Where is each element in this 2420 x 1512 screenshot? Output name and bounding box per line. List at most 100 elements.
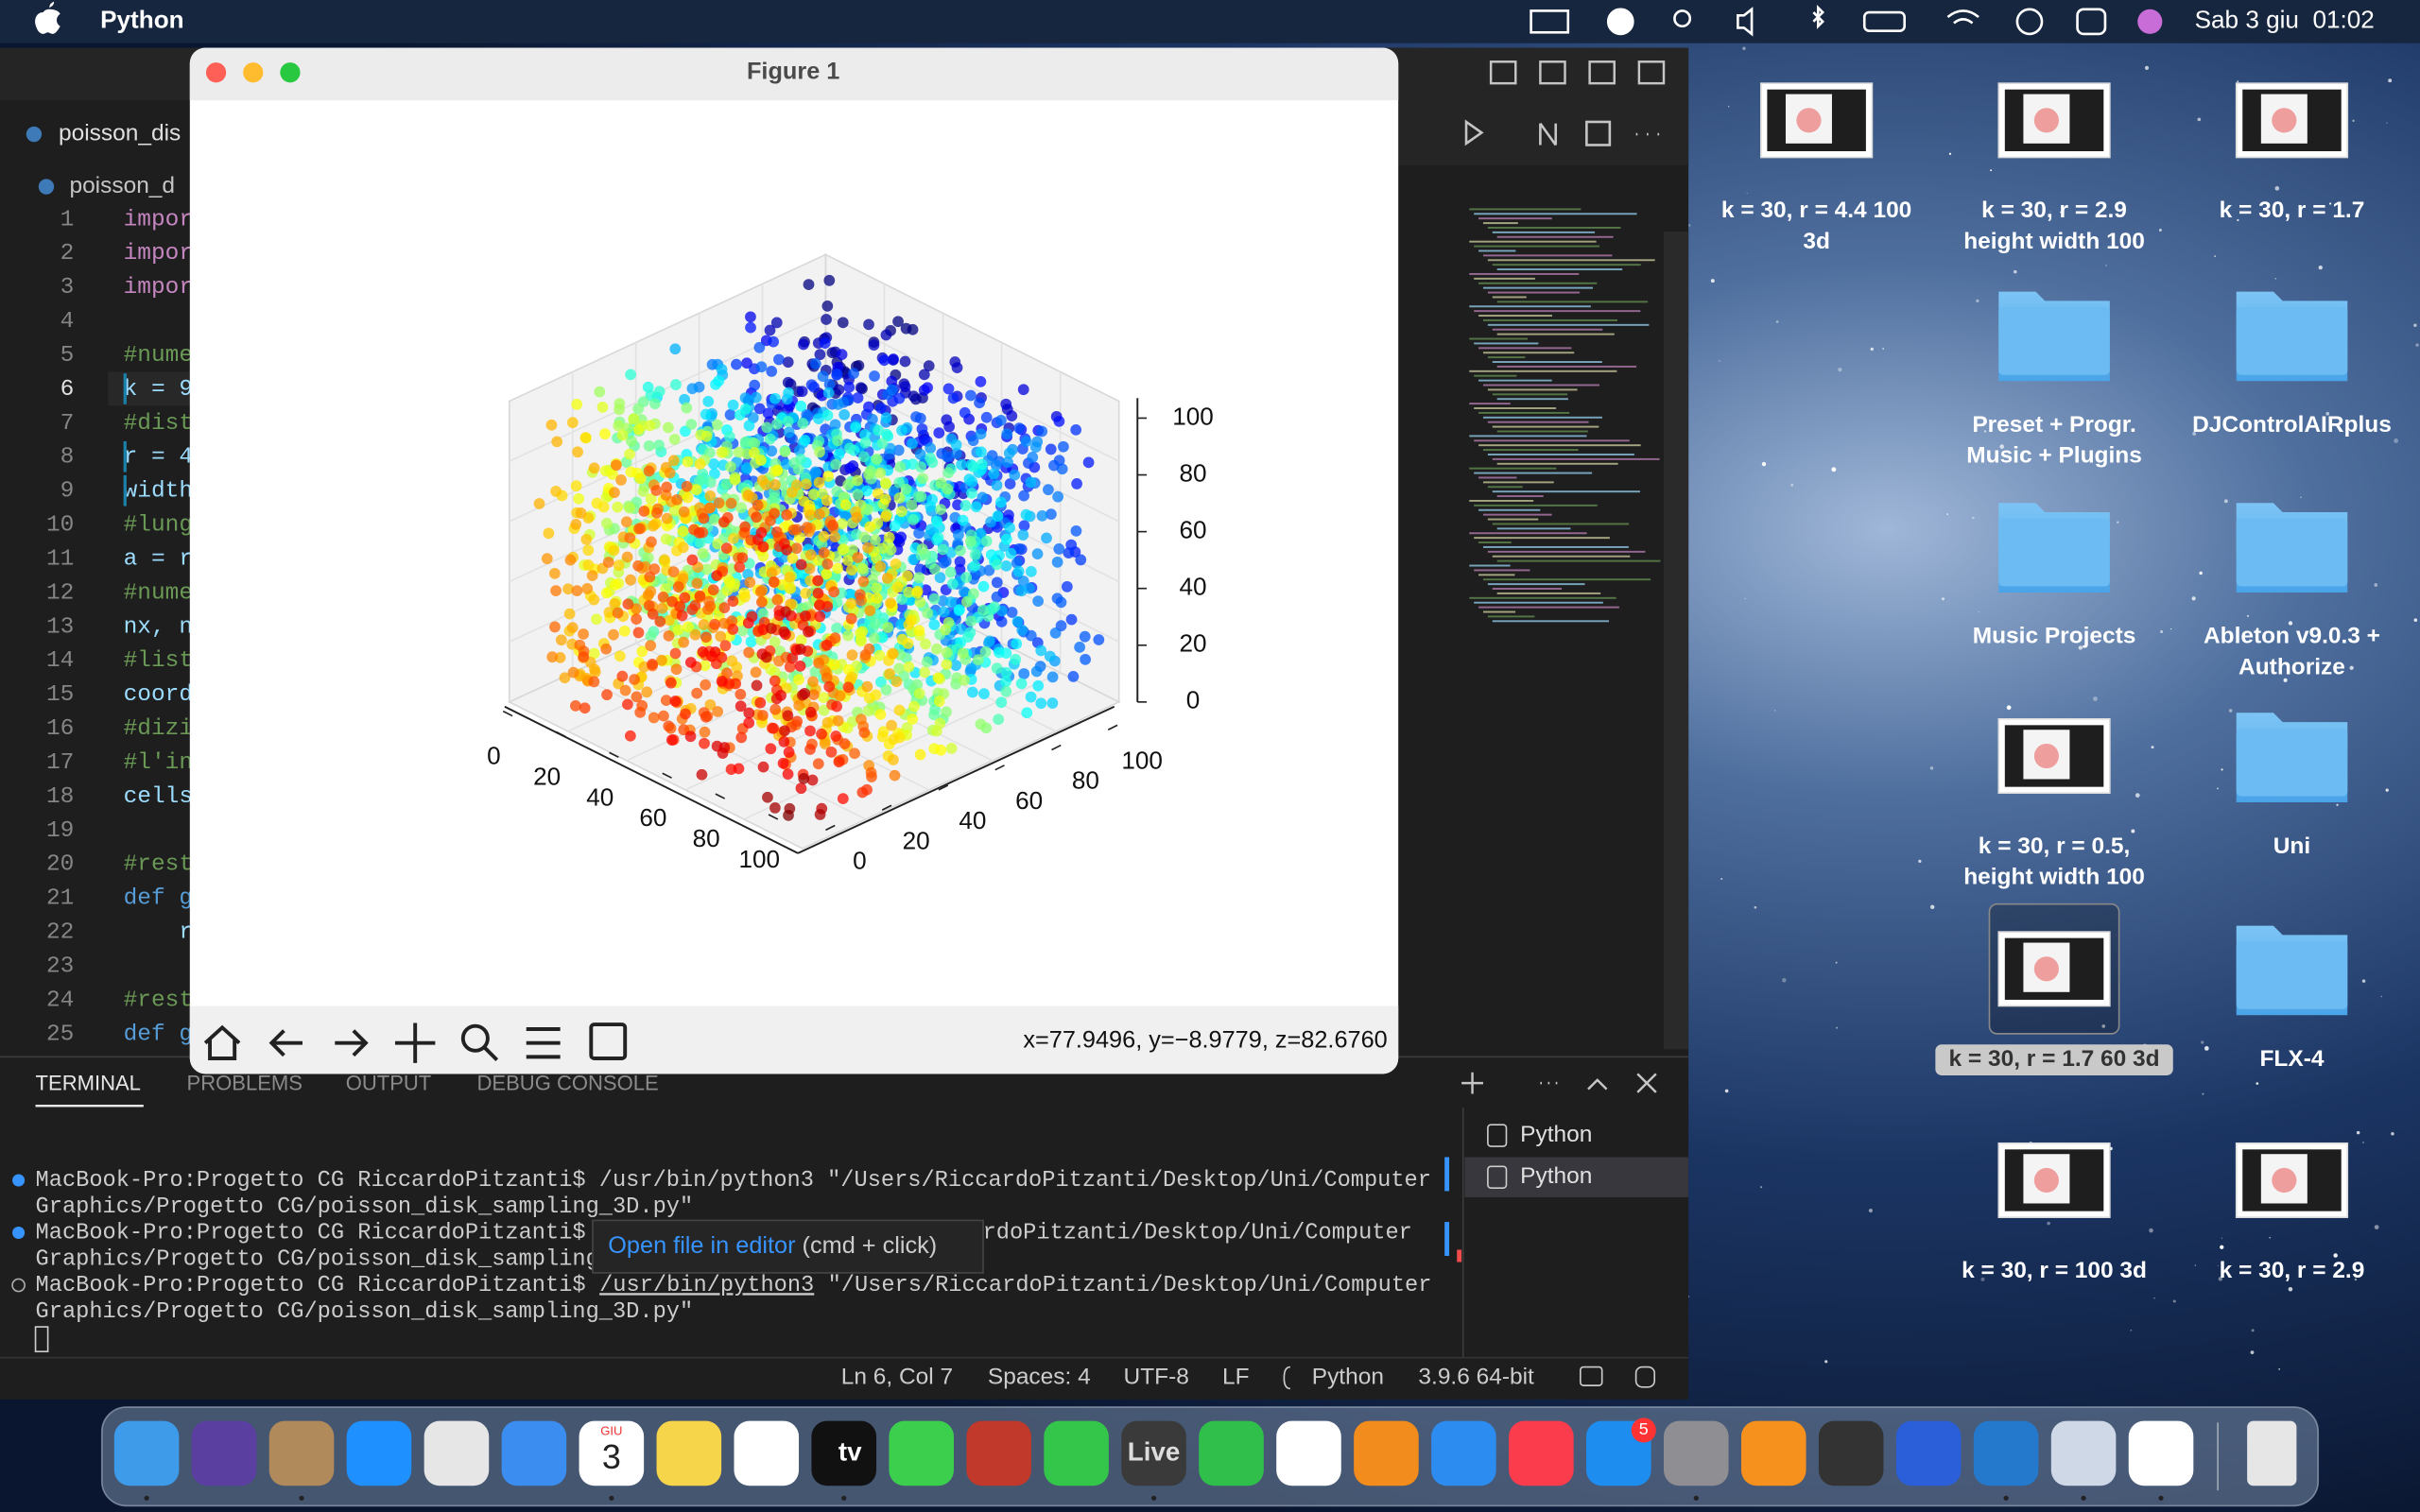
home-button[interactable] <box>203 1024 241 1060</box>
tab-title[interactable]: poisson_dis <box>59 121 181 146</box>
dock-app[interactable] <box>113 1420 180 1486</box>
icon-label[interactable]: Music Projects <box>1973 624 2136 649</box>
dock-app[interactable] <box>889 1420 954 1486</box>
zoom-tool[interactable] <box>460 1023 490 1053</box>
icon-label[interactable]: Uni <box>2273 833 2310 859</box>
close-panel[interactable] <box>1636 1073 1657 1093</box>
app-menu[interactable]: Python <box>100 6 183 34</box>
terminal-link[interactable]: /usr/bin/python3 <box>599 1273 814 1298</box>
layout-button[interactable] <box>1539 60 1566 85</box>
icon-label[interactable]: k = 30, r = 2.9 <box>1981 198 2127 223</box>
scatter-point <box>976 446 987 458</box>
icon-label[interactable]: k = 30, r = 0.5, <box>1979 833 2131 859</box>
dock-app[interactable] <box>424 1420 490 1486</box>
dock-app[interactable] <box>268 1420 335 1486</box>
forward-button[interactable] <box>335 1029 369 1057</box>
dock-app[interactable] <box>1895 1420 1962 1486</box>
trash[interactable] <box>2247 1420 2297 1486</box>
volume-icon[interactable] <box>1737 7 1754 37</box>
icon-label[interactable]: k = 30, r = 1.7 <box>2220 198 2365 223</box>
dock-app[interactable] <box>1354 1420 1419 1486</box>
icon-label[interactable]: DJControlAIRplus <box>2192 412 2392 438</box>
dock-app[interactable] <box>1199 1420 1264 1486</box>
dock-app[interactable] <box>2128 1420 2194 1486</box>
dock-app[interactable] <box>1740 1420 1806 1486</box>
icon-label[interactable]: Ableton v9.0.3 + <box>2204 624 2380 649</box>
dock-app[interactable] <box>191 1420 257 1486</box>
dock-app[interactable] <box>579 1420 645 1486</box>
panel-tab[interactable]: PROBLEMS <box>187 1072 302 1095</box>
layout-button[interactable] <box>1588 60 1616 85</box>
layout-button[interactable] <box>1489 60 1517 85</box>
dock-app[interactable] <box>1664 1420 1729 1486</box>
pan-button[interactable] <box>394 1022 436 1063</box>
dock-app[interactable] <box>1044 1420 1109 1486</box>
icon-label[interactable]: 3d <box>1803 229 1830 254</box>
layout-button[interactable] <box>1637 60 1666 85</box>
status-icon[interactable] <box>1606 8 1634 36</box>
run-button[interactable] <box>1464 119 1484 146</box>
wifi-icon[interactable] <box>1946 9 1979 25</box>
search-icon[interactable] <box>1673 9 1692 28</box>
icon-label[interactable]: k = 30, r = 4.4 100 <box>1721 198 1911 223</box>
icon-label[interactable]: k = 30, r = 100 3d <box>1962 1258 2147 1283</box>
close-button[interactable] <box>205 62 227 83</box>
icon-label[interactable]: Authorize <box>2238 654 2345 679</box>
user-icon[interactable] <box>2015 8 2044 36</box>
icon-label[interactable]: Music + Plugins <box>1966 443 2142 469</box>
icon-label[interactable]: Preset + Progr. <box>1972 412 2135 438</box>
status-item[interactable]: 3.9.6 64-bit <box>1418 1364 1534 1389</box>
save-button[interactable] <box>589 1022 628 1060</box>
icon-label[interactable]: FLX-4 <box>2259 1046 2324 1072</box>
dock-app[interactable] <box>1121 1420 1186 1486</box>
icon-label[interactable]: height width 100 <box>1963 864 2145 889</box>
new-terminal[interactable] <box>1461 1072 1483 1094</box>
dock-app[interactable] <box>346 1420 412 1486</box>
dock-app[interactable] <box>1276 1420 1341 1486</box>
dock-app[interactable] <box>501 1420 567 1486</box>
panel-tab[interactable]: TERMINAL <box>36 1072 141 1095</box>
scatter-point <box>762 791 773 803</box>
dock-app[interactable] <box>811 1420 877 1486</box>
battery-icon[interactable] <box>1862 10 1907 32</box>
control-center[interactable] <box>2076 8 2107 36</box>
compare-button[interactable] <box>1539 122 1558 146</box>
icon-label[interactable]: height width 100 <box>1963 229 2145 254</box>
dock-app[interactable] <box>656 1420 722 1486</box>
panel-tab[interactable]: OUTPUT <box>346 1072 432 1095</box>
split-button[interactable] <box>1585 120 1612 146</box>
dock-app[interactable] <box>966 1420 1031 1486</box>
bluetooth-icon[interactable] <box>1812 5 1825 29</box>
status-item[interactable]: Ln 6, Col 7 <box>841 1364 953 1389</box>
status-item[interactable]: LF <box>1222 1364 1250 1389</box>
siri-icon[interactable] <box>2137 9 2163 34</box>
panel-tab[interactable]: DEBUG CONSOLE <box>476 1072 658 1095</box>
scatter-point <box>624 532 636 544</box>
terminal-session[interactable]: Python <box>1520 1122 1592 1147</box>
scatter-point <box>567 666 579 679</box>
status-item[interactable]: Python <box>1312 1364 1384 1389</box>
status-item[interactable]: UTF-8 <box>1124 1364 1189 1389</box>
zoom-button[interactable] <box>280 62 301 83</box>
terminal-session[interactable]: Python <box>1520 1163 1592 1189</box>
apple-menu[interactable] <box>35 1 60 34</box>
minimize-button[interactable] <box>243 62 264 83</box>
configure-button[interactable] <box>526 1027 561 1059</box>
breadcrumb[interactable]: poisson_d <box>69 173 175 198</box>
dock-app[interactable] <box>734 1420 800 1486</box>
status-item[interactable]: Spaces: 4 <box>988 1364 1091 1389</box>
tooltip-link[interactable]: Open file in editor <box>608 1232 795 1259</box>
maximize-panel[interactable] <box>1587 1078 1608 1091</box>
back-button[interactable] <box>268 1029 302 1057</box>
dock-app[interactable] <box>1509 1420 1574 1486</box>
dock-app[interactable] <box>1431 1420 1496 1486</box>
dock-app[interactable] <box>2050 1420 2117 1486</box>
icon-label[interactable]: k = 30, r = 2.9 <box>2220 1258 2365 1283</box>
dock-app[interactable] <box>1973 1420 2039 1486</box>
minimap-line <box>1492 523 1630 525</box>
icon-label[interactable]: k = 30, r = 1.7 60 3d <box>1949 1046 2160 1072</box>
clock[interactable]: Sab 3 giu 01:02 <box>2195 6 2375 34</box>
star <box>2349 665 2354 670</box>
status-icon[interactable] <box>1530 9 1570 34</box>
dock-app[interactable] <box>1818 1420 1884 1486</box>
